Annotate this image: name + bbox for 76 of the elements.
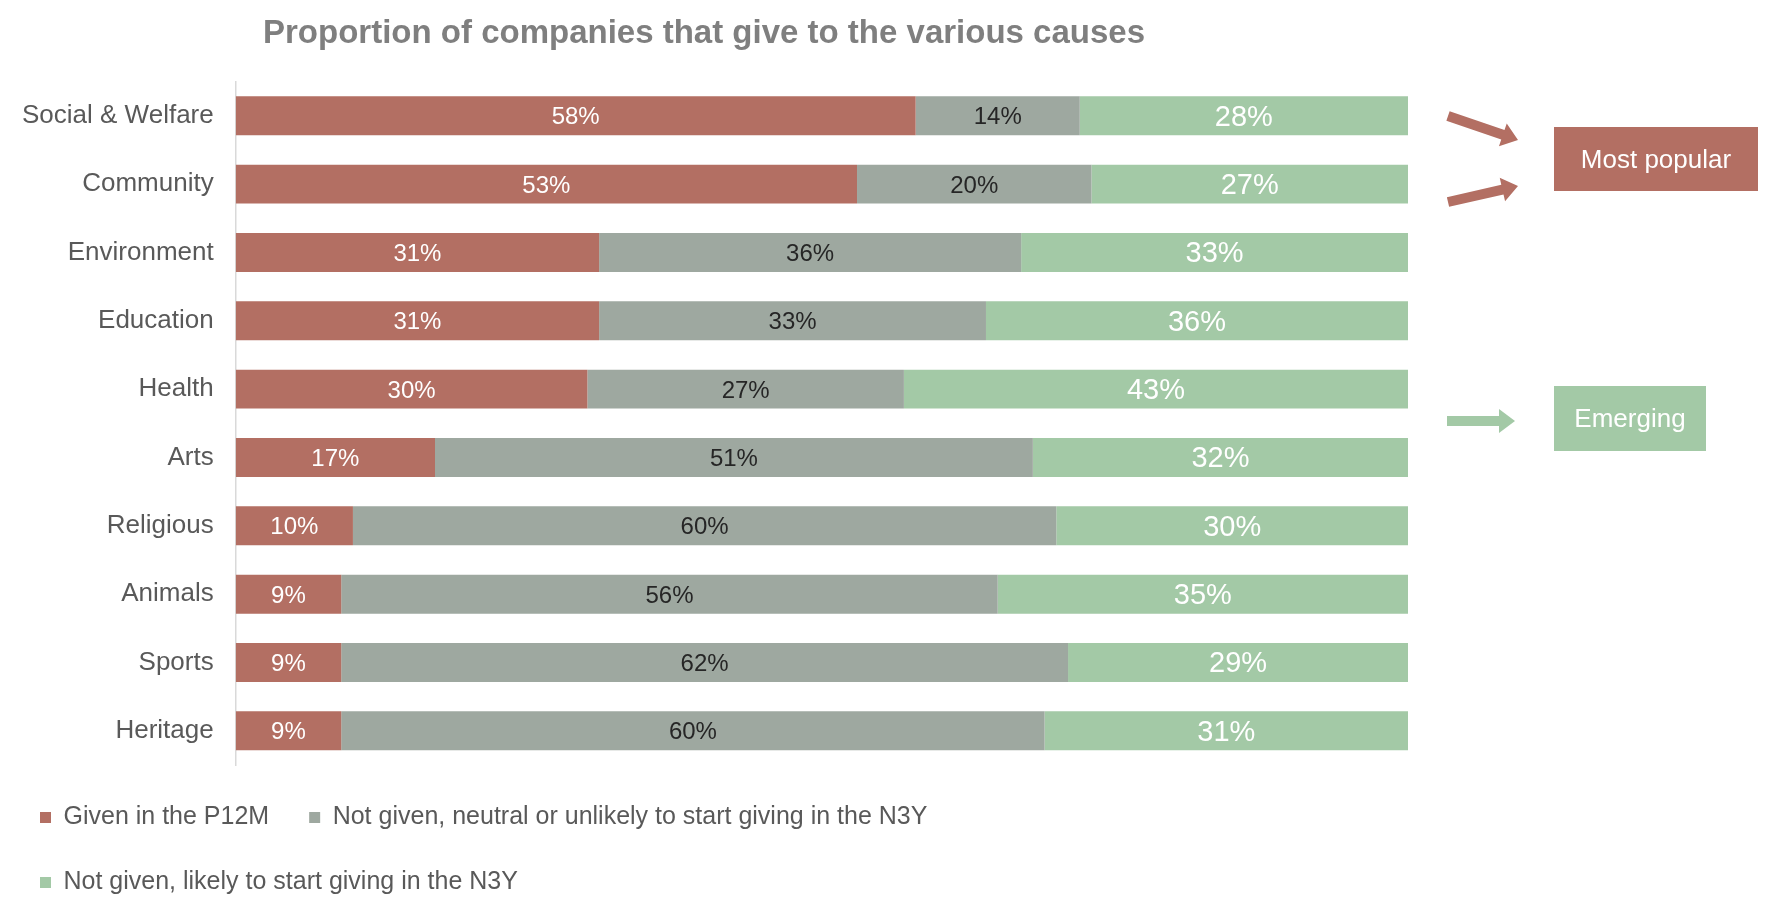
data-label: 29% [1208, 646, 1268, 679]
bar [1091, 164, 1408, 204]
data-label: 53% [522, 170, 571, 198]
data-label: 60% [668, 717, 717, 745]
bar [235, 301, 600, 341]
bar [235, 232, 600, 272]
data-label: 9% [271, 717, 306, 745]
y-tick-label: Community [82, 167, 214, 198]
data-label: 14% [973, 102, 1022, 130]
data-label: 33% [1185, 236, 1244, 269]
data-label: 58% [551, 102, 600, 130]
bar [341, 643, 1069, 682]
data-label: 51% [709, 444, 758, 472]
y-tick-label: Sports [138, 645, 214, 676]
data-label: 32% [1191, 441, 1250, 474]
bar [915, 96, 1080, 136]
legend-label: Not given, neutral or unlikely to start giving in the N3Y [332, 801, 928, 830]
y-tick-label: Religious [106, 508, 214, 539]
bar [235, 574, 342, 614]
bar [985, 301, 1408, 341]
chart-title: Proportion of companies that give to the various causes [262, 12, 1146, 50]
bar [599, 232, 1022, 272]
y-tick-label: Arts [167, 440, 214, 471]
bar [997, 574, 1408, 614]
bar [1021, 232, 1408, 272]
bar [1068, 643, 1408, 682]
data-label: 31% [393, 307, 442, 335]
bar [235, 506, 353, 546]
y-tick-label: Education [98, 303, 214, 334]
bar [857, 164, 1092, 204]
bar [903, 369, 1408, 409]
bar [341, 711, 1045, 751]
data-label: 33% [768, 307, 817, 335]
bar [235, 643, 342, 682]
bar [1079, 96, 1408, 136]
data-label: 27% [1220, 168, 1279, 201]
bar [341, 574, 998, 614]
y-tick-label: Social & Welfare [21, 98, 214, 129]
text: Emerging [1554, 386, 1706, 451]
y-tick-label: Environment [67, 235, 215, 266]
legend-label: Not given, likely to start giving in the N3Y [63, 866, 519, 895]
bar [235, 437, 435, 477]
data-label: 60% [680, 512, 729, 540]
bar [1056, 506, 1408, 546]
data-label: 56% [645, 580, 694, 608]
data-label: 62% [680, 649, 729, 677]
data-label: 27% [721, 375, 770, 403]
y-tick-label: Health [138, 372, 214, 403]
data-label: 9% [271, 649, 306, 677]
bar [235, 369, 588, 409]
data-label: 36% [1167, 304, 1227, 337]
bar [1032, 437, 1408, 477]
bar [235, 711, 342, 751]
data-label: 30% [1203, 509, 1262, 542]
bar [599, 301, 986, 341]
data-label: 30% [387, 375, 436, 403]
data-label: 31% [1197, 714, 1256, 747]
data-label: 31% [393, 239, 442, 267]
y-tick-label: Animals [121, 577, 214, 608]
bar [587, 369, 904, 409]
y-tick-label: Heritage [115, 714, 214, 744]
data-label: 10% [270, 512, 319, 540]
bar [235, 96, 916, 136]
data-label: 17% [311, 444, 360, 472]
data-label: 36% [786, 239, 835, 267]
data-label: 20% [950, 170, 999, 198]
data-label: 35% [1173, 578, 1232, 611]
bar [235, 164, 858, 204]
data-label: 28% [1214, 99, 1273, 132]
text: Most popular [1554, 127, 1758, 191]
data-label: 9% [271, 580, 306, 608]
legend-label: Given in the P12M [63, 801, 270, 830]
data-label: 43% [1126, 373, 1185, 406]
bar [1044, 711, 1408, 751]
bar [435, 437, 1033, 477]
bar [352, 506, 1057, 546]
